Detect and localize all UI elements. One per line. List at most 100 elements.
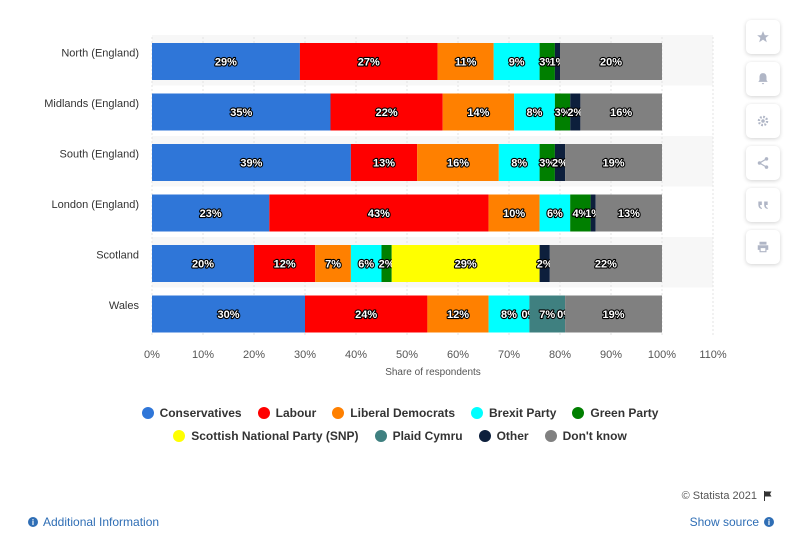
gear-icon: [757, 115, 769, 127]
data-label: 39%: [240, 158, 262, 170]
notification-button[interactable]: [746, 62, 780, 96]
bar-segment: [315, 245, 351, 282]
legend-item-plaid-cymru[interactable]: Plaid Cymru: [374, 429, 463, 443]
data-label: 2%: [567, 107, 583, 119]
legend-item-conservatives[interactable]: Conservatives: [141, 406, 242, 420]
legend-swatch: [257, 407, 270, 419]
bar-segment: [560, 43, 662, 80]
x-tick-label: 90%: [600, 349, 622, 361]
stacked-bar-chart: 29% 27% 11% 9% 3%1% 20%35% 22% 14% 8% 3%2% 16%39% 1…: [44, 35, 727, 378]
legend-label: Conservatives: [159, 406, 242, 420]
data-label: 8%: [511, 158, 527, 170]
settings-button[interactable]: [746, 104, 780, 138]
legend-item-other[interactable]: Other: [478, 429, 529, 443]
show-source-label: Show source: [689, 515, 759, 529]
data-label: 7%: [539, 309, 555, 321]
bar-segment: [529, 295, 566, 333]
bar-segment: [350, 144, 418, 181]
legend-item-green-party[interactable]: Green Party: [572, 406, 658, 420]
data-label: 23%: [200, 208, 222, 220]
data-label: 3%: [555, 107, 571, 119]
data-label: 6%: [547, 208, 563, 220]
legend-swatch: [471, 407, 483, 419]
bar-segment: [488, 295, 530, 333]
quote-icon: [758, 201, 768, 210]
cite-button[interactable]: [746, 188, 780, 222]
bar-segment: [437, 43, 494, 80]
bar-segment: [514, 93, 555, 131]
bar-segment: [381, 245, 392, 282]
legend-swatch: [544, 430, 557, 442]
data-label: 8%: [501, 309, 517, 321]
legend-label: Plaid Cymru: [392, 429, 463, 443]
legend-item-dont-know[interactable]: Don't know: [544, 429, 627, 443]
x-tick-label: 50%: [396, 349, 418, 361]
bar-segment: [539, 245, 550, 282]
bar-segment: [554, 93, 571, 131]
bar-segment: [488, 194, 540, 232]
star-icon: [757, 31, 769, 43]
legend-label: Labour: [275, 406, 317, 420]
bar-segment: [539, 194, 571, 232]
data-label: 29%: [215, 57, 237, 69]
data-label: 12%: [447, 309, 469, 321]
additional-information-link[interactable]: i Additional Information: [28, 515, 159, 529]
bar-segment: [350, 245, 382, 282]
legend-label: Scottish National Party (SNP): [191, 429, 359, 443]
data-label: 20%: [600, 57, 622, 69]
bookmark-button[interactable]: [746, 20, 780, 54]
data-label: 11%: [455, 57, 477, 69]
x-tick-label: 100%: [648, 349, 676, 361]
data-label: 9%: [509, 57, 525, 69]
show-source-link[interactable]: Show source i: [690, 515, 774, 529]
bar-segment: [427, 295, 489, 333]
print-button[interactable]: [746, 230, 780, 264]
data-label: 13%: [618, 208, 640, 220]
x-tick-label: 40%: [345, 349, 367, 361]
bar-segment: [152, 93, 331, 131]
bar-segment: [442, 93, 515, 131]
legend-item-labour[interactable]: Labour: [257, 406, 317, 420]
data-label: 24%: [355, 309, 377, 321]
bar-segment: [299, 43, 438, 80]
category-label: North (England): [61, 48, 139, 60]
legend-swatch: [572, 407, 585, 419]
legend-item-snp[interactable]: Scottish National Party (SNP): [173, 429, 359, 443]
bar-segment: [590, 194, 596, 232]
legend-label: Don't know: [562, 429, 627, 443]
data-label: 22%: [376, 107, 398, 119]
legend-swatch: [141, 407, 154, 419]
share-icon: [757, 157, 769, 169]
bar-segment: [565, 295, 662, 333]
data-label: 43%: [368, 208, 390, 220]
legend-swatch: [332, 407, 345, 419]
x-tick-label: 80%: [549, 349, 571, 361]
data-label: 22%: [595, 259, 617, 271]
bar-segment: [595, 194, 662, 232]
flag-icon: [764, 491, 772, 501]
legend-row-1: Conservatives Labour Liberal Democrats B…: [0, 406, 800, 420]
data-label: 14%: [467, 107, 489, 119]
legend-row-2: Scottish National Party (SNP) Plaid Cymr…: [0, 429, 800, 443]
legend-item-liberal-democrats[interactable]: Liberal Democrats: [332, 406, 455, 420]
legend-label: Brexit Party: [489, 406, 557, 420]
bar-segment: [570, 93, 581, 131]
data-label: 3%: [539, 158, 555, 170]
data-label: 20%: [192, 259, 214, 271]
data-label: 7%: [325, 259, 341, 271]
bar-segment: [539, 144, 555, 181]
category-label: Wales: [109, 300, 140, 312]
x-axis-title: Share of respondents: [385, 367, 481, 378]
share-button[interactable]: [746, 146, 780, 180]
legend-item-brexit-party[interactable]: Brexit Party: [471, 406, 556, 420]
bar-segment: [417, 144, 499, 181]
bar-segment: [152, 295, 305, 333]
bar-segment: [580, 93, 662, 131]
data-label: 19%: [603, 158, 625, 170]
bar-segment: [539, 43, 555, 80]
bar-segment: [254, 245, 316, 282]
legend-swatch: [374, 430, 387, 442]
bar-segment: [152, 144, 351, 181]
x-tick-label: 60%: [447, 349, 469, 361]
data-label: 16%: [610, 107, 632, 119]
